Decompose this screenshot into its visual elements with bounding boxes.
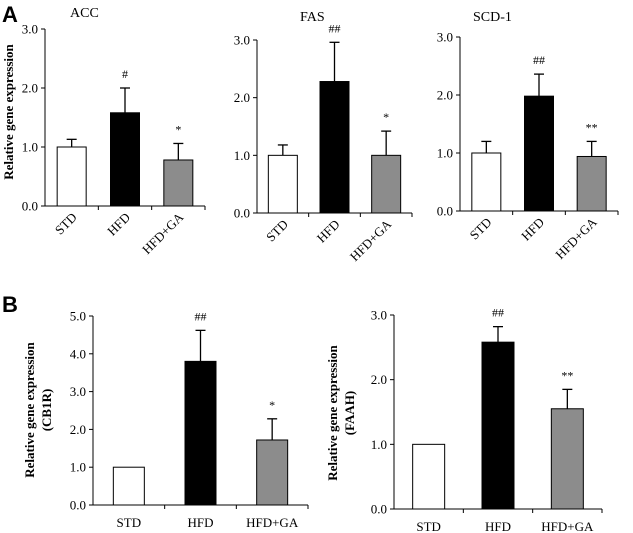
panel-a-label: A bbox=[2, 2, 18, 27]
x-tick-label: HFD+GA bbox=[246, 515, 299, 530]
x-tick-label: HFD+GA bbox=[541, 519, 594, 533]
bar-hfd-ga bbox=[371, 154, 402, 214]
x-tick-label: STD bbox=[52, 210, 80, 238]
x-tick-label: HFD bbox=[314, 217, 343, 246]
bar-std bbox=[471, 152, 502, 212]
significance-mark: # bbox=[122, 67, 128, 81]
y-tick-label: 4.0 bbox=[70, 346, 86, 361]
y-axis-label: Relative gene expression bbox=[1, 43, 16, 179]
y-tick-label: 1.0 bbox=[371, 437, 387, 452]
y-tick-label: 3.0 bbox=[70, 384, 86, 399]
x-tick-label: HFD bbox=[518, 215, 547, 244]
chart-title: FAS bbox=[300, 10, 325, 25]
bar-hfd bbox=[481, 341, 515, 510]
x-tick-label: HFD bbox=[187, 515, 213, 530]
bar-hfd-ga bbox=[550, 408, 584, 510]
y-tick-label: 0.0 bbox=[437, 204, 453, 219]
x-tick-label: STD bbox=[117, 515, 142, 530]
significance-mark: * bbox=[383, 110, 389, 124]
significance-mark: * bbox=[175, 122, 181, 136]
y-tick-label: 3.0 bbox=[437, 30, 453, 45]
y-tick-label: 2.0 bbox=[234, 90, 250, 105]
y-tick-label: 1.0 bbox=[70, 460, 86, 475]
y-tick-label: 1.0 bbox=[22, 140, 38, 155]
chart-cb1r: Relative gene expression (CB1R) 0.0 1.0 2.0 3… bbox=[22, 309, 309, 530]
significance-mark: ## bbox=[195, 309, 207, 323]
bar-std bbox=[56, 146, 87, 207]
y-tick-label: 0.0 bbox=[234, 206, 250, 221]
y-tick-label: 3.0 bbox=[234, 33, 250, 48]
x-tick-label: STD bbox=[416, 519, 441, 533]
bar-hfd bbox=[184, 360, 217, 506]
chart-title: ACC bbox=[70, 6, 99, 21]
x-tick-label: HFD bbox=[485, 519, 511, 533]
significance-mark: ** bbox=[561, 368, 573, 382]
chart-scd1: SCD-1 0.0 1.0 2.0 3.0 STD ## HFD ** HFD+GA bbox=[437, 10, 619, 262]
x-tick-label: HFD bbox=[104, 210, 133, 239]
bar-hfd bbox=[524, 95, 554, 212]
bar-std bbox=[112, 466, 145, 506]
bar-std bbox=[412, 443, 446, 510]
y-tick-label: 1.0 bbox=[234, 148, 250, 163]
chart-fas: FAS 0.0 1.0 2.0 3.0 STD ## HFD * HFD+GA bbox=[234, 10, 413, 264]
y-tick-label: 2.0 bbox=[70, 422, 86, 437]
bar-hfd bbox=[110, 112, 140, 207]
chart-title: SCD-1 bbox=[473, 10, 512, 25]
y-tick-label: 1.0 bbox=[437, 146, 453, 161]
y-tick-label: 2.0 bbox=[22, 81, 38, 96]
bar-hfd-ga bbox=[256, 439, 289, 506]
y-tick-label: 5.0 bbox=[70, 309, 86, 324]
bar-hfd-ga bbox=[163, 159, 194, 207]
significance-mark: ## bbox=[329, 21, 341, 35]
bar-hfd bbox=[319, 81, 350, 214]
significance-mark: ## bbox=[492, 306, 504, 320]
y-axis-label: Relative gene expression (CB1R) bbox=[22, 341, 54, 477]
bar-hfd-ga bbox=[576, 155, 607, 212]
y-tick-label: 2.0 bbox=[437, 88, 453, 103]
y-tick-label: 3.0 bbox=[22, 22, 38, 37]
x-tick-label: STD bbox=[466, 215, 494, 243]
chart-acc: ACC Relative gene expression 0.0 1.0 2.0 3.0 S… bbox=[1, 6, 206, 257]
y-tick-label: 2.0 bbox=[371, 372, 387, 387]
significance-mark: * bbox=[269, 398, 275, 412]
bar-std bbox=[267, 154, 298, 214]
x-tick-label: HFD+GA bbox=[139, 209, 187, 257]
y-tick-label: 0.0 bbox=[371, 502, 387, 517]
panel-b-label: B bbox=[2, 292, 18, 317]
x-tick-label: HFD+GA bbox=[347, 216, 395, 264]
y-tick-label: 3.0 bbox=[371, 308, 387, 323]
significance-mark: ## bbox=[533, 53, 545, 67]
y-axis-label: Relative gene expression (FAAH) bbox=[325, 344, 357, 480]
chart-faah: Relative gene expression (FAAH) 0.0 1.0 2.0 3… bbox=[325, 306, 603, 533]
significance-mark: ** bbox=[586, 120, 598, 134]
x-tick-label: STD bbox=[263, 217, 291, 245]
y-tick-label: 0.0 bbox=[22, 199, 38, 214]
x-tick-label: HFD+GA bbox=[552, 214, 600, 262]
y-tick-label: 0.0 bbox=[70, 498, 86, 513]
